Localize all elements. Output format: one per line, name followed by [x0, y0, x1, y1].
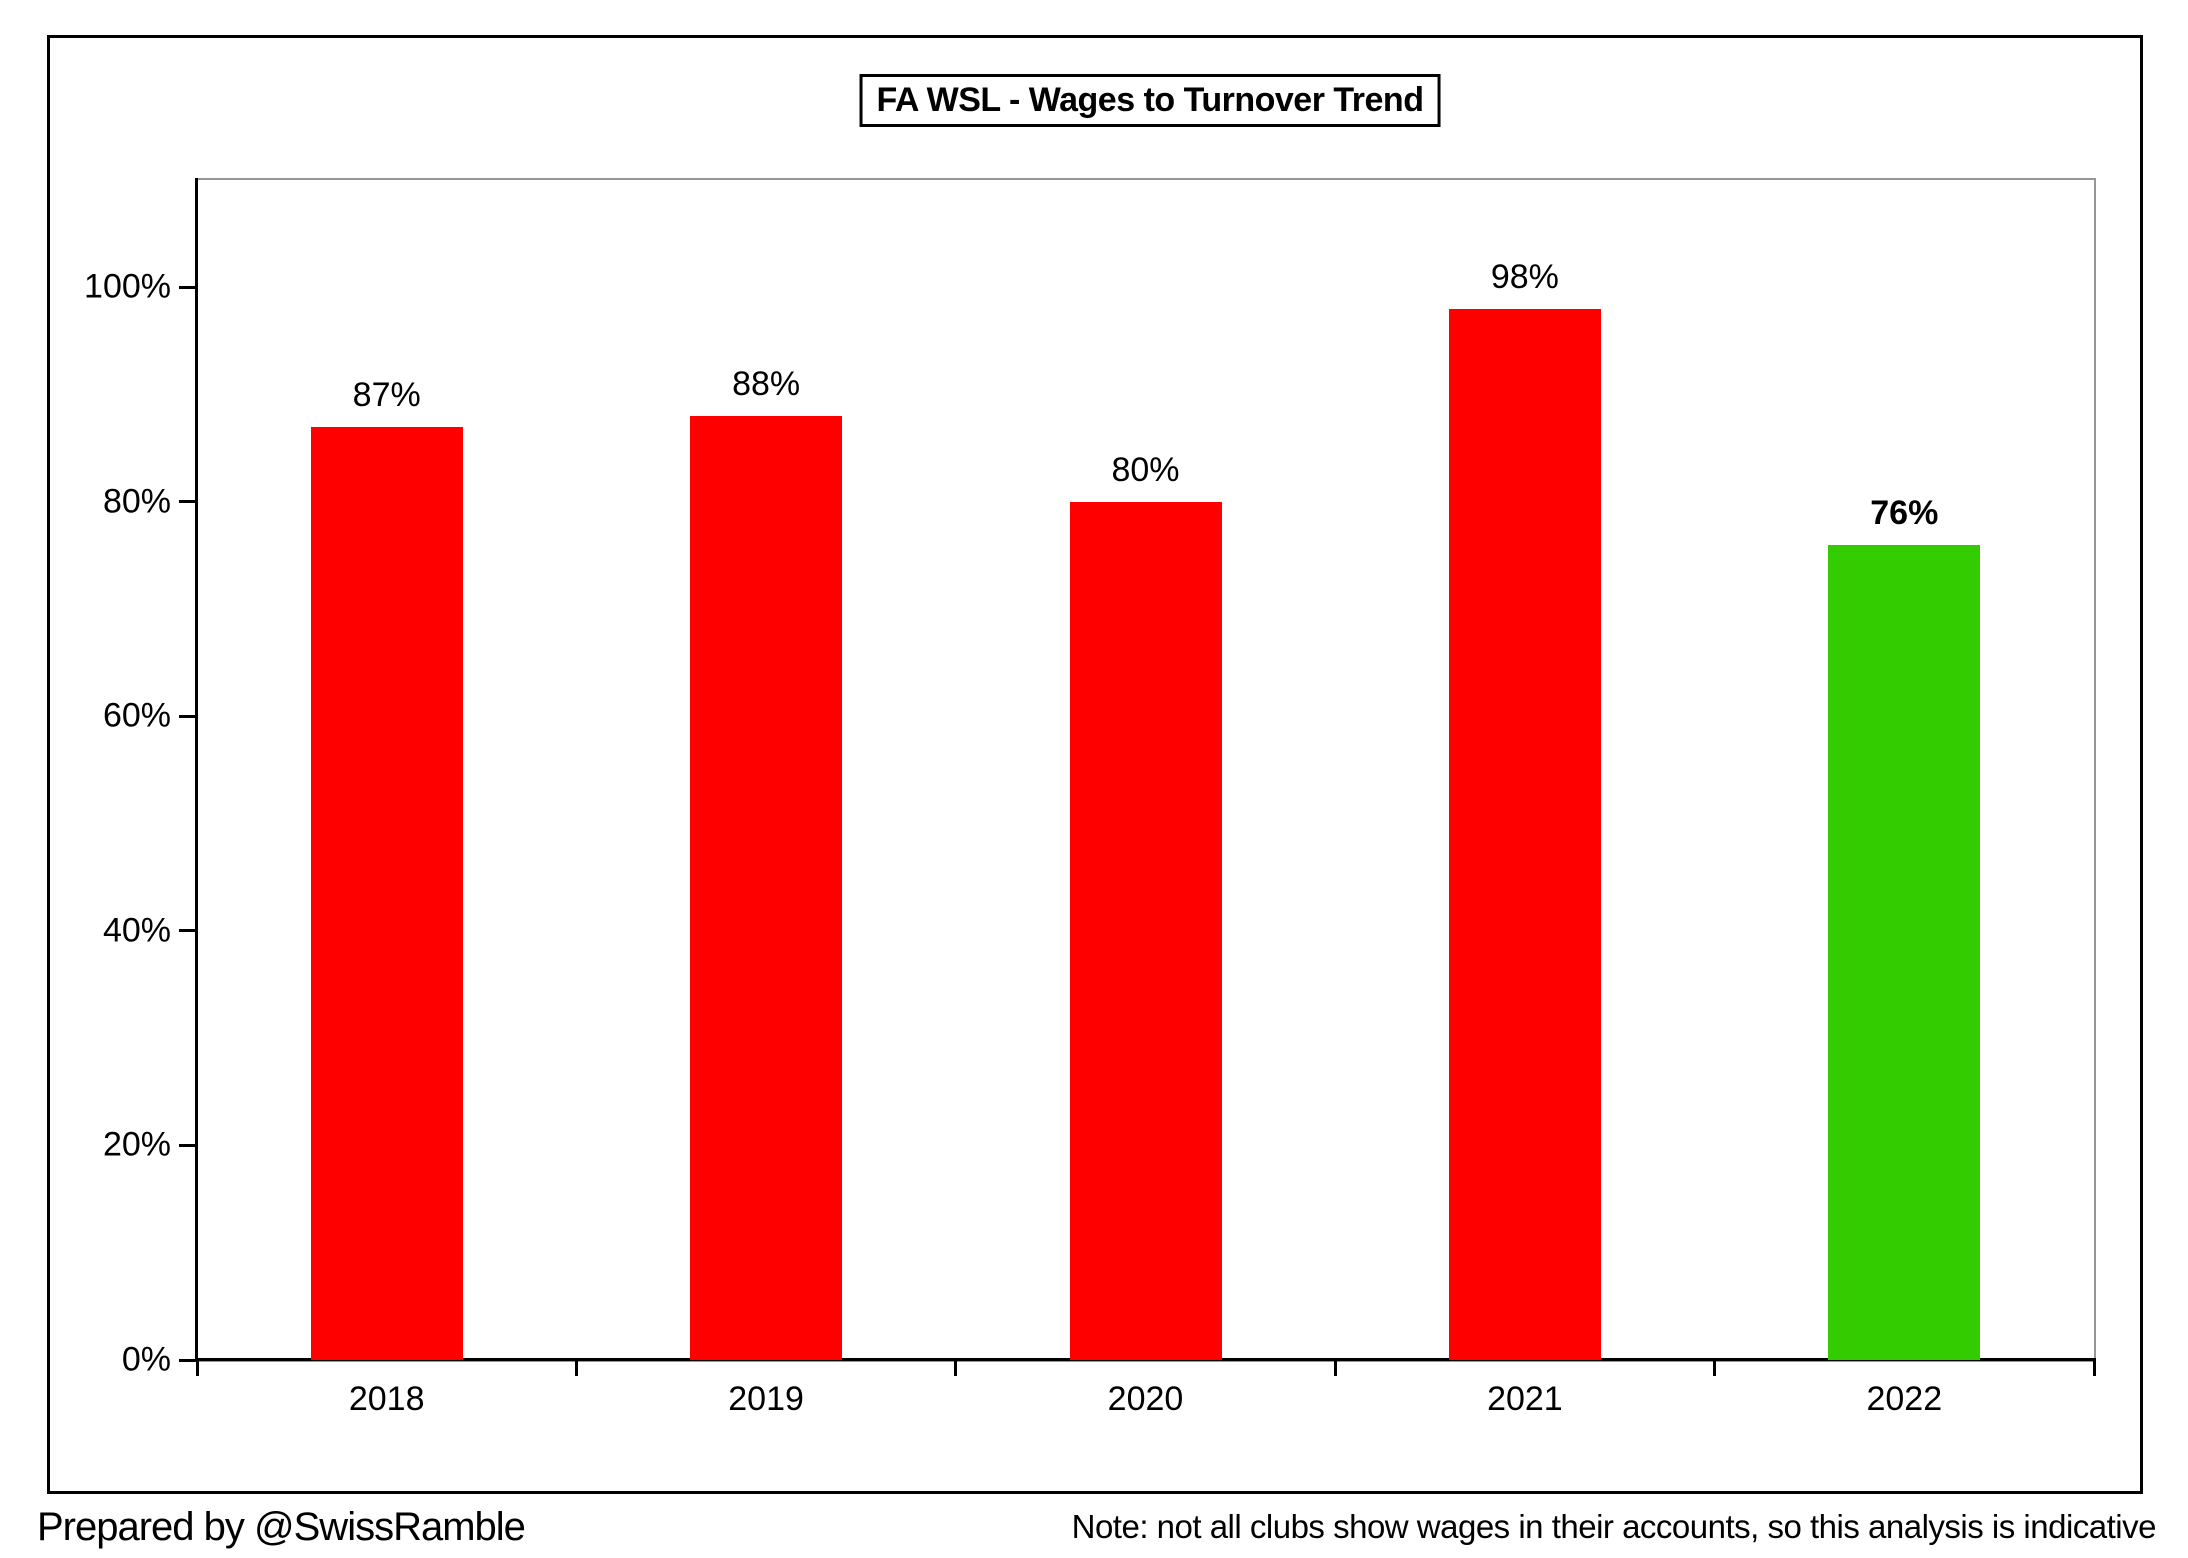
x-axis-label: 2020: [1107, 1380, 1184, 1418]
y-axis-tick: [179, 285, 195, 289]
bar-value-label: 98%: [1490, 257, 1559, 296]
y-axis-tick: [179, 714, 195, 718]
bar: [1069, 501, 1222, 1360]
plot-area: 0% 20% 40% 60% 80% 100% 87% 2018 88% 2019 80% 2020 9…: [84, 178, 2096, 1418]
x-axis-tick: [1713, 1360, 1717, 1376]
bar-value-label: 76%: [1870, 493, 1939, 532]
y-axis-tick: [179, 500, 195, 504]
x-axis-tick: [2092, 1360, 2096, 1376]
y-axis-tick: [179, 1358, 195, 1362]
chart-frame: FA WSL - Wages to Turnover Trend 0% 20% 40…: [47, 35, 2143, 1494]
x-axis-label: 2018: [348, 1380, 425, 1418]
y-axis-tick-label: 100%: [84, 267, 171, 306]
x-axis-label: 2019: [728, 1380, 804, 1418]
x-axis-tick: [1333, 1360, 1337, 1376]
y-axis-tick-label: 20%: [102, 1125, 171, 1164]
y-axis-tick-label: 80%: [102, 482, 171, 521]
bar: [1828, 544, 1981, 1360]
y-axis-tick-label: 40%: [102, 911, 171, 950]
x-axis-label: 2021: [1487, 1380, 1563, 1418]
x-axis-label: 2022: [1866, 1380, 1943, 1418]
bar: [690, 416, 843, 1360]
y-axis-line: [195, 178, 198, 1362]
y-axis-tick: [179, 1143, 195, 1147]
bar-value-label: 88%: [732, 365, 801, 403]
note-text: Note: not all clubs show wages in their …: [1071, 1508, 2157, 1545]
footer: Prepared by @SwissRamble Note: not all c…: [37, 1498, 2157, 1556]
x-axis-tick: [195, 1360, 199, 1376]
chart-title: FA WSL - Wages to Turnover Trend: [859, 74, 1441, 127]
bar: [1448, 308, 1601, 1360]
bar-value-label: 87%: [352, 375, 421, 414]
y-axis-tick-label: 0%: [121, 1340, 171, 1379]
bar: [310, 426, 463, 1360]
credit-text: Prepared by @SwissRamble: [37, 1504, 526, 1549]
y-axis-tick: [179, 929, 195, 933]
bar-value-label: 80%: [1111, 450, 1180, 489]
x-axis-tick: [574, 1360, 578, 1376]
x-axis-tick: [954, 1360, 958, 1376]
y-axis-tick-label: 60%: [102, 696, 171, 735]
